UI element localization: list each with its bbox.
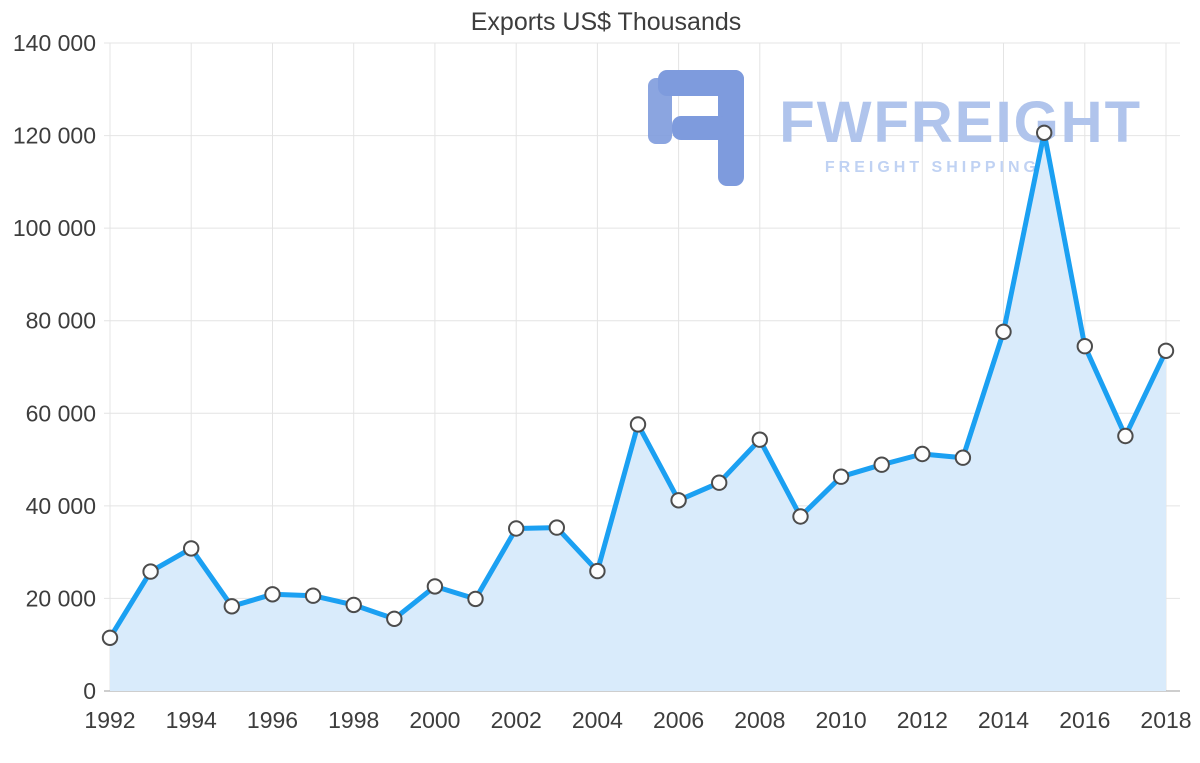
data-point-1998[interactable] [345,596,362,614]
data-point-2003[interactable] [548,519,565,536]
data-point-2006[interactable] [670,492,687,509]
data-point-2005[interactable] [629,416,647,433]
data-point-1996[interactable] [264,586,281,603]
data-point-2017[interactable] [1117,427,1134,445]
x-axis-label: 1998 [328,707,379,733]
x-axis-label: 2006 [653,707,704,733]
data-point-2016[interactable] [1076,338,1094,355]
data-point-2000[interactable] [426,578,444,595]
x-axis-label: 1992 [84,707,135,733]
series-layer [101,124,1175,692]
data-point-1997[interactable] [304,587,322,604]
y-axis-label: 0 [83,678,96,704]
data-point-2010[interactable] [832,468,850,485]
data-point-2002[interactable] [508,520,525,537]
x-axis-label: 2000 [409,707,460,733]
y-axis-label: 140 000 [13,30,96,56]
watermark: FWFREIGHT FREIGHT SHIPPING [648,70,1142,186]
data-point-1999[interactable] [386,610,403,627]
x-axis-label: 1996 [247,707,298,733]
y-axis-label: 40 000 [26,493,96,519]
x-axis-label: 2016 [1059,707,1110,733]
data-point-1993[interactable] [142,563,159,580]
y-axis-label: 20 000 [26,585,96,611]
data-point-2012[interactable] [914,445,931,463]
x-axis-label: 2004 [572,707,623,733]
data-point-1992[interactable] [101,629,119,646]
data-point-2014[interactable] [995,323,1012,340]
x-axis-label: 2014 [978,707,1029,733]
watermark-brand: FWFREIGHT [779,90,1142,155]
data-point-2009[interactable] [792,508,809,525]
data-point-1994[interactable] [183,540,200,557]
x-axis-label: 2012 [897,707,948,733]
x-axis-label: 2010 [816,707,867,733]
y-axis-label: 60 000 [26,400,96,426]
fwfreight-logo-icon [648,70,744,186]
y-axis-label: 80 000 [26,308,96,334]
data-point-2018[interactable] [1157,342,1175,359]
data-point-2011[interactable] [873,456,890,473]
x-axis-label: 2018 [1140,707,1191,733]
data-point-2004[interactable] [589,562,606,580]
y-axis-label: 120 000 [13,123,96,149]
data-point-2008[interactable] [751,431,768,448]
data-point-2013[interactable] [954,449,972,466]
x-axis-label: 2008 [734,707,785,733]
area-fill [110,132,1166,692]
chart-title: Exports US$ Thousands [471,8,742,36]
x-axis-label: 2002 [491,707,542,733]
grid-layer: 1992 1994 1996 1998 2000 2002 2004 2006 2008 2010… [13,30,1192,733]
watermark-tagline: FREIGHT SHIPPING [825,159,1040,176]
data-point-1995[interactable] [223,598,241,615]
y-axis-label: 100 000 [13,215,96,241]
x-axis-label: 1994 [166,707,217,733]
data-point-2015[interactable] [1036,124,1053,142]
data-point-2001[interactable] [467,590,484,608]
data-point-2007[interactable] [711,474,728,491]
